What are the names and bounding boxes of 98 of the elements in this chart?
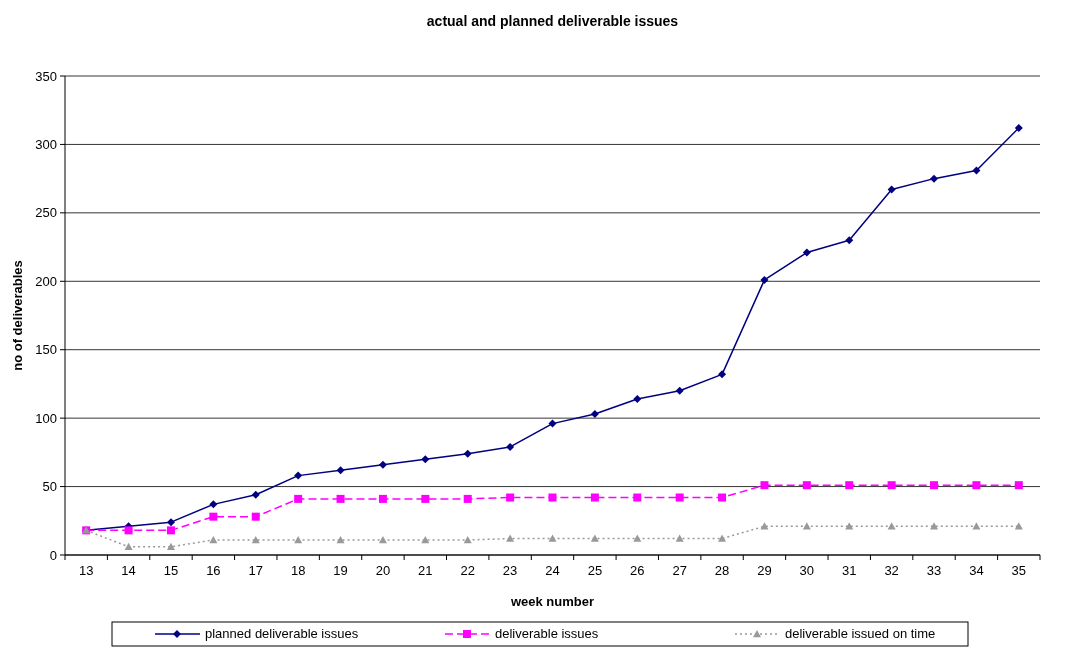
point [378,535,387,544]
point [1014,481,1023,490]
point [972,166,981,175]
x-tick-label: 28 [714,563,730,578]
point [718,370,727,379]
point [930,174,939,183]
point [633,493,642,502]
point [124,542,133,550]
point [887,522,896,530]
x-tick-label: 20 [375,563,391,578]
point [802,522,811,530]
point [336,494,345,503]
point [463,535,472,544]
point [675,386,684,395]
point [760,481,769,490]
point [294,471,303,480]
x-tick-label: 35 [1011,563,1027,578]
point [378,494,387,503]
point [675,534,684,542]
point [590,534,599,542]
point [590,410,599,419]
point [336,466,345,475]
point [802,481,811,490]
x-tick-label: 16 [206,563,221,578]
point [972,522,981,530]
x-tick-label: 34 [969,563,984,578]
x-tick-label: 26 [630,563,645,578]
x-tick-label: 24 [545,563,560,578]
x-tick-label: 27 [672,563,687,578]
legend-label: deliverable issues [495,626,599,641]
point [506,442,515,451]
point [633,534,642,542]
legend-label: deliverable issued on time [785,626,936,641]
x-tick-label: 22 [460,563,475,578]
chart-title: actual and planned deliverable issues [426,13,679,29]
point [124,526,133,535]
x-tick-label: 31 [842,563,857,578]
point [887,481,896,490]
y-tick-label: 50 [42,479,57,495]
point [166,518,175,527]
x-tick-label: 15 [163,563,179,578]
y-axis-title: no of deliverables [10,260,25,371]
point [421,455,430,464]
point [166,526,175,535]
point [675,493,684,502]
x-tick-label: 33 [926,563,942,578]
point [421,494,430,503]
point [930,481,939,490]
point [463,494,472,503]
x-tick-label: 17 [248,563,263,578]
point [887,185,896,194]
x-tick-label: 13 [78,563,94,578]
x-tick-label: 14 [121,563,136,578]
point [463,449,472,458]
point [294,494,303,503]
point [548,534,557,542]
x-tick-label: 18 [290,563,306,578]
y-tick-label: 100 [35,410,57,426]
x-tick-label: 23 [502,563,518,578]
point [251,535,260,544]
point [421,535,430,544]
x-tick-label: 32 [884,563,899,578]
point [209,512,218,521]
point [972,481,981,490]
y-tick-label: 350 [35,68,57,84]
point [718,534,727,542]
legend-label: planned deliverable issues [205,626,359,641]
point [590,493,599,502]
point [718,493,727,502]
y-tick-label: 200 [35,273,57,289]
y-tick-label: 250 [35,205,57,221]
point [209,500,218,509]
y-tick-label: 150 [35,342,57,358]
x-tick-label: 30 [799,563,815,578]
point [251,512,260,521]
point [633,394,642,403]
point [506,534,515,542]
point [845,236,854,245]
point [802,248,811,257]
point [336,535,345,544]
y-tick-label: 0 [49,547,57,563]
point [378,460,387,469]
point [166,542,175,550]
point [548,493,557,502]
x-tick-label: 25 [587,563,603,578]
point [251,490,260,499]
point [548,419,557,428]
point [760,275,769,284]
point [294,535,303,544]
point [1014,124,1023,133]
y-tick-label: 300 [35,136,57,152]
point [845,481,854,490]
x-tick-label: 19 [333,563,348,578]
x-tick-label: 21 [418,563,433,578]
x-axis-title: week number [509,594,595,609]
point [209,535,218,544]
point [506,493,515,502]
x-tick-label: 29 [757,563,772,578]
